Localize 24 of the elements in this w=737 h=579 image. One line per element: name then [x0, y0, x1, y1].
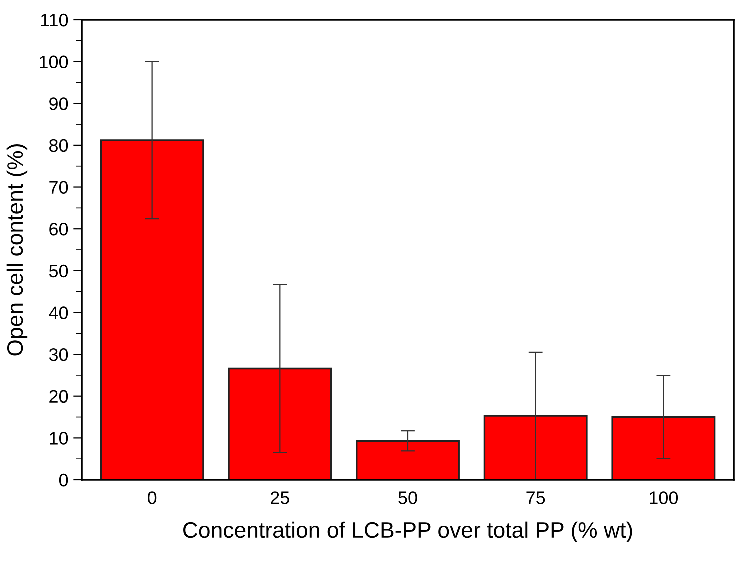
x-tick-label: 75 — [526, 492, 546, 504]
x-tick-label: 50 — [398, 492, 418, 504]
bar — [612, 416, 716, 480]
y-tick-label: 90 — [50, 98, 68, 110]
y-tick-label: 40 — [49, 306, 68, 320]
y-tick-label: 100 — [40, 56, 68, 69]
x-axis-title: Concentration of LCB-PP over total PP (% wt) — [184, 522, 632, 543]
y-tick-label: 60 — [50, 223, 68, 236]
y-tick-label: 50 — [49, 264, 68, 278]
bar — [100, 140, 204, 480]
bar — [356, 440, 460, 480]
x-tick-label: 100 — [650, 492, 678, 504]
y-tick-label: 110 — [41, 14, 68, 27]
x-tick-label: 0 — [148, 492, 157, 504]
y-tick-label: 70 — [50, 181, 68, 194]
y-tick-label: 20 — [50, 390, 68, 404]
bar — [228, 368, 332, 480]
y-tick-label: 0 — [59, 474, 68, 487]
y-axis-title: Open cell content (%) — [6, 144, 28, 356]
y-tick-label: 10 — [50, 432, 68, 445]
bar — [484, 415, 588, 480]
y-tick-label: 80 — [50, 139, 68, 152]
x-tick-label: 25 — [271, 492, 290, 504]
y-tick-label: 30 — [49, 348, 68, 362]
